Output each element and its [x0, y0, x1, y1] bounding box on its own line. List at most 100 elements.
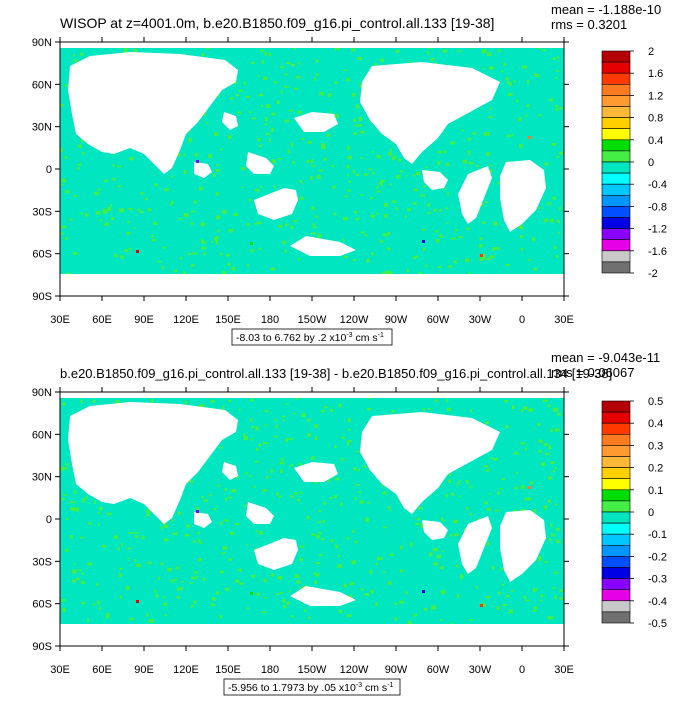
field-speckle: [330, 539, 334, 543]
field-speckle: [457, 50, 462, 52]
field-speckle: [82, 152, 85, 155]
field-speckle: [436, 554, 441, 559]
field-speckle: [242, 435, 248, 438]
field-speckle: [316, 534, 321, 539]
field-speckle: [65, 190, 70, 194]
field-speckle: [353, 467, 357, 471]
field-speckle: [491, 247, 497, 251]
field-speckle: [355, 484, 361, 486]
field-speckle: [277, 158, 283, 160]
land-polygon: [68, 52, 238, 174]
field-speckle: [92, 399, 96, 403]
x-tick-label: 120E: [173, 314, 199, 326]
field-speckle: [213, 132, 219, 136]
field-speckle: [141, 535, 145, 540]
colorbar-swatch: [601, 106, 631, 118]
field-speckle: [285, 438, 289, 442]
extreme-cell: [250, 592, 253, 595]
field-speckle: [289, 495, 294, 498]
field-speckle: [559, 589, 564, 592]
field-speckle: [264, 423, 267, 427]
field-speckle: [283, 604, 287, 609]
field-speckle: [554, 104, 559, 107]
field-speckle: [297, 258, 301, 261]
field-speckle: [261, 60, 265, 64]
field-speckle: [369, 197, 373, 200]
field-speckle: [79, 212, 84, 215]
y-tick-label: 60N: [32, 79, 52, 91]
panel-1: WISOP at z=4001.0m, b.e20.B1850.f09_g16.…: [32, 2, 667, 346]
field-speckle: [238, 408, 241, 411]
field-speckle: [311, 165, 316, 167]
x-tick-label: 60W: [427, 314, 450, 326]
field-speckle: [347, 428, 351, 431]
field-speckle: [170, 579, 173, 583]
colorbar-swatch: [601, 544, 631, 557]
field-speckle: [489, 255, 494, 259]
field-speckle: [164, 614, 168, 617]
colorbar-swatch: [601, 556, 631, 568]
field-speckle: [235, 93, 239, 97]
field-speckle: [520, 485, 525, 489]
field-speckle: [234, 81, 239, 84]
field-speckle: [60, 147, 63, 152]
colorbar-swatch: [601, 50, 631, 63]
y-tick-label: 90N: [32, 387, 52, 399]
panel-2-range-note: -5.956 to 1.7973 by .05 x10-3 cm s-1: [223, 678, 401, 696]
field-speckle: [245, 95, 250, 98]
field-speckle: [64, 463, 69, 466]
field-speckle: [249, 475, 252, 478]
field-speckle: [511, 405, 515, 410]
land-polygon: [294, 462, 338, 482]
field-speckle: [363, 173, 369, 176]
field-speckle: [490, 169, 493, 173]
field-speckle: [105, 616, 110, 619]
field-speckle: [489, 107, 492, 111]
field-speckle: [485, 421, 489, 425]
field-speckle: [217, 484, 221, 487]
field-speckle: [147, 208, 152, 212]
field-speckle: [290, 63, 295, 67]
field-speckle: [495, 509, 500, 512]
extreme-cells: [136, 486, 557, 607]
field-speckle: [493, 457, 499, 461]
land-polygon: [360, 62, 500, 164]
field-speckle: [485, 595, 491, 599]
field-speckle: [449, 472, 452, 477]
field-speckle: [423, 248, 426, 251]
field-speckle: [260, 104, 263, 108]
field-speckle: [357, 56, 362, 60]
field-speckle: [275, 593, 280, 595]
field-speckle: [216, 215, 221, 219]
field-speckle: [286, 62, 291, 64]
field-speckle: [186, 524, 190, 528]
field-speckle: [555, 108, 559, 111]
field-speckle: [290, 226, 294, 229]
field-speckle: [112, 178, 116, 181]
field-speckle: [522, 65, 527, 69]
field-speckle: [265, 122, 268, 126]
field-speckle: [281, 241, 287, 244]
field-speckle: [245, 472, 248, 475]
field-speckle: [520, 247, 524, 251]
field-speckle: [94, 191, 99, 196]
colorbar-swatch: [601, 467, 631, 480]
field-speckle: [421, 228, 426, 231]
colorbar-label: 0.4: [648, 418, 663, 430]
field-speckle: [549, 218, 554, 223]
field-speckle: [557, 219, 560, 224]
land-polygon: [290, 586, 356, 606]
field-speckle: [395, 50, 400, 53]
field-speckle: [275, 424, 278, 429]
field-speckle: [374, 63, 378, 67]
field-speckle: [135, 532, 139, 534]
field-speckle: [455, 229, 458, 232]
field-speckle: [321, 145, 326, 150]
panel-1-title: WISOP at z=4001.0m, b.e20.B1850.f09_g16.…: [60, 15, 494, 31]
field-speckle: [271, 159, 276, 164]
land-polygon: [60, 392, 564, 398]
field-speckle: [246, 223, 250, 226]
land-polygon: [194, 512, 212, 528]
field-speckle: [323, 157, 327, 161]
field-speckle: [470, 485, 473, 489]
